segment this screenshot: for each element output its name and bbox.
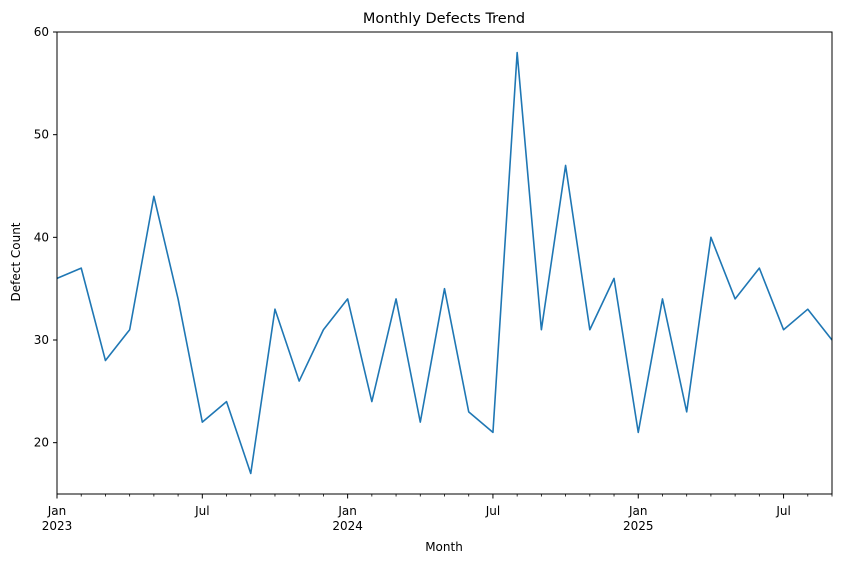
y-axis-label: Defect Count (9, 222, 23, 301)
x-axis-label: Month (425, 540, 463, 554)
chart-title: Monthly Defects Trend (363, 11, 525, 27)
y-tick-label: 60 (34, 25, 49, 39)
x-tick-label: Jan (628, 504, 648, 518)
x-tick-label: Jul (194, 504, 209, 518)
y-tick-label: 20 (34, 436, 49, 450)
y-tick-label: 40 (34, 230, 49, 244)
y-tick-label: 30 (34, 333, 49, 347)
y-tick-label: 50 (34, 128, 49, 142)
x-tick-year-label: 2025 (623, 519, 654, 533)
series-line (56, 51, 833, 475)
x-tick-year-label: 2024 (332, 519, 363, 533)
x-tick-year-label: 2023 (42, 519, 73, 533)
plot-frame (56, 31, 833, 495)
x-tick-label: Jul (485, 504, 500, 518)
x-tick-label: Jul (775, 504, 790, 518)
y-axis: 20 30 40 50 60 (34, 25, 57, 450)
x-tick-label: Jan (47, 504, 67, 518)
x-tick-label: Jan (337, 504, 357, 518)
plot-area (56, 31, 833, 495)
